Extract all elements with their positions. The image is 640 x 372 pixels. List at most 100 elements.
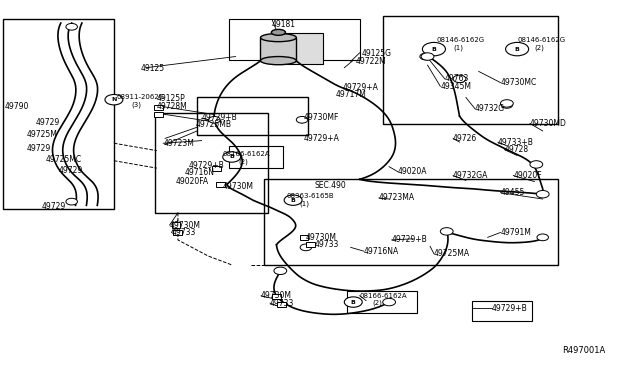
Circle shape [300, 244, 312, 251]
Text: (2): (2) [239, 158, 248, 165]
Text: 49730MC: 49730MC [500, 78, 537, 87]
Text: 49729+A: 49729+A [304, 134, 340, 143]
Text: 49732G: 49732G [475, 104, 505, 113]
Text: 49730M: 49730M [261, 291, 292, 300]
Text: 49790: 49790 [5, 102, 29, 110]
Text: SEC.490: SEC.490 [315, 181, 347, 190]
Text: 49732GA: 49732GA [453, 171, 488, 180]
Text: 49020F: 49020F [513, 171, 542, 180]
Circle shape [66, 23, 77, 30]
Text: B: B [291, 198, 296, 203]
Circle shape [344, 297, 362, 307]
Text: 49345M: 49345M [440, 82, 471, 91]
Bar [172, 222, 180, 228]
Bar [216, 182, 225, 187]
Text: B: B [515, 46, 520, 52]
Circle shape [421, 53, 434, 60]
Text: 49729+B: 49729+B [202, 113, 237, 122]
Text: 08166-6162A: 08166-6162A [360, 293, 407, 299]
Text: 49125G: 49125G [362, 49, 392, 58]
Circle shape [296, 116, 308, 123]
Text: 49730M: 49730M [306, 233, 337, 242]
Text: B: B [229, 154, 234, 160]
Bar [472, 301, 532, 321]
Circle shape [209, 116, 220, 123]
Text: 49729: 49729 [59, 166, 83, 175]
Circle shape [506, 42, 529, 56]
Text: (1): (1) [300, 201, 310, 207]
Text: 08146-6162G: 08146-6162G [436, 37, 484, 43]
Bar [154, 112, 163, 117]
Text: 49728: 49728 [504, 145, 529, 154]
Ellipse shape [260, 33, 296, 42]
Text: 49723MA: 49723MA [379, 193, 415, 202]
Text: 08166-6162A: 08166-6162A [223, 151, 270, 157]
Text: 49717M: 49717M [336, 90, 367, 99]
Text: (2): (2) [534, 44, 544, 51]
Text: 49729+A: 49729+A [342, 83, 378, 92]
Circle shape [536, 190, 549, 198]
Text: 49725MC: 49725MC [46, 155, 82, 164]
Bar [173, 230, 182, 235]
Bar [277, 302, 286, 307]
Bar [154, 105, 163, 110]
Text: 49181: 49181 [272, 20, 296, 29]
Circle shape [440, 228, 453, 235]
Circle shape [383, 298, 396, 306]
Text: 49716NA: 49716NA [364, 247, 399, 256]
Text: 49729: 49729 [35, 118, 60, 126]
Circle shape [275, 267, 286, 274]
Text: 49125: 49125 [141, 64, 165, 73]
Text: 49728M: 49728M [157, 102, 188, 110]
Bar [197, 97, 308, 135]
Bar [260, 38, 296, 61]
Circle shape [105, 94, 123, 105]
Text: B: B [351, 299, 356, 305]
Text: 49455: 49455 [500, 188, 525, 197]
Text: 49791M: 49791M [500, 228, 531, 237]
Circle shape [274, 267, 287, 275]
Text: (2): (2) [372, 300, 382, 307]
Circle shape [537, 234, 548, 241]
Text: 49730MF: 49730MF [304, 113, 339, 122]
Circle shape [223, 152, 241, 162]
Text: (1): (1) [453, 44, 463, 51]
Ellipse shape [271, 29, 285, 35]
Text: 49733+B: 49733+B [498, 138, 534, 147]
Text: 49722M: 49722M [355, 57, 386, 66]
Text: (3): (3) [131, 102, 141, 108]
Text: 08911-2062G: 08911-2062G [116, 94, 164, 100]
Text: 49020FA: 49020FA [176, 177, 209, 186]
Bar [155, 113, 268, 213]
Text: 49725MB: 49725MB [195, 120, 231, 129]
Text: 49729+B: 49729+B [189, 161, 225, 170]
Bar [347, 291, 417, 313]
Circle shape [501, 102, 513, 108]
Bar [383, 16, 558, 124]
Circle shape [422, 42, 445, 56]
Text: 49125P: 49125P [157, 94, 186, 103]
Bar [264, 179, 558, 265]
Bar [212, 166, 221, 171]
Bar [3, 19, 114, 209]
Bar [229, 146, 283, 168]
Text: 49725M: 49725M [27, 130, 58, 139]
Text: 49716N: 49716N [184, 169, 214, 177]
Text: B: B [431, 46, 436, 52]
Text: 08363-6165B: 08363-6165B [287, 193, 334, 199]
Text: 49730MD: 49730MD [530, 119, 567, 128]
Text: 49729+B: 49729+B [492, 304, 527, 312]
Circle shape [530, 161, 543, 168]
Text: 49733: 49733 [315, 240, 339, 249]
Bar [300, 235, 308, 240]
Circle shape [66, 198, 77, 205]
Text: 49730M: 49730M [223, 182, 253, 191]
Bar [272, 294, 281, 299]
Circle shape [284, 195, 302, 205]
Text: 49726: 49726 [453, 134, 477, 143]
Text: 49729+B: 49729+B [392, 235, 428, 244]
Text: R497001A: R497001A [562, 346, 605, 355]
Ellipse shape [260, 57, 296, 65]
Text: 49763: 49763 [445, 74, 469, 83]
Text: 49020A: 49020A [398, 167, 428, 176]
